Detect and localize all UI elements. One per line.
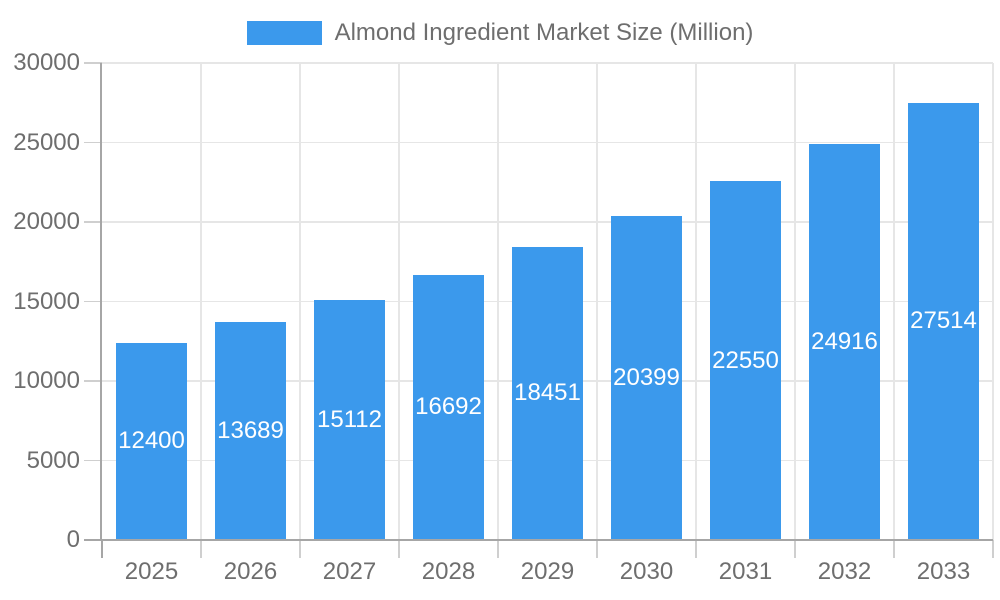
bar[interactable]: [413, 274, 484, 540]
gridline-vertical: [398, 63, 400, 540]
x-tick-label: 2032: [817, 558, 872, 585]
bar-value-label: 16692: [415, 393, 482, 421]
gridline-horizontal: [102, 221, 993, 223]
bar-value-label: 12400: [118, 427, 185, 455]
x-tick-label: 2033: [916, 558, 971, 585]
y-tick-label: 30000: [13, 49, 80, 76]
gridline-horizontal: [102, 62, 993, 64]
gridline-vertical: [200, 63, 202, 540]
bar-value-label: 20399: [613, 363, 680, 391]
y-tick-label: 20000: [13, 208, 80, 235]
x-axis-tick: [992, 540, 994, 558]
x-axis-tick: [596, 540, 598, 558]
x-axis-tick: [101, 540, 103, 558]
bar-value-label: 22550: [712, 346, 779, 374]
x-axis-tick: [200, 540, 202, 558]
legend-swatch: [246, 21, 322, 45]
x-axis-tick: [893, 540, 895, 558]
bar[interactable]: [314, 299, 385, 540]
x-tick-label: 2026: [223, 558, 278, 585]
bar[interactable]: [116, 342, 187, 540]
x-axis-tick: [794, 540, 796, 558]
gridline-vertical: [497, 63, 499, 540]
y-tick-label: 0: [66, 526, 80, 553]
y-axis-tick: [84, 221, 102, 223]
gridline-vertical: [695, 63, 697, 540]
bar-value-label: 13689: [217, 417, 284, 445]
gridline-vertical: [893, 63, 895, 540]
bar[interactable]: [611, 215, 682, 540]
bar-value-label: 24916: [811, 327, 878, 355]
bar[interactable]: [215, 322, 286, 540]
x-tick-label: 2027: [322, 558, 377, 585]
x-axis-tick: [398, 540, 400, 558]
gridline-horizontal: [102, 141, 993, 144]
gridline-vertical: [992, 63, 994, 540]
x-axis-line: [100, 539, 993, 541]
x-axis-tick: [497, 540, 499, 558]
legend[interactable]: Almond Ingredient Market Size (Million): [0, 18, 1000, 48]
y-tick-label: 10000: [13, 367, 80, 394]
x-tick-label: 2029: [520, 558, 575, 585]
x-axis-tick: [695, 540, 697, 558]
bar[interactable]: [512, 246, 583, 540]
y-axis-line: [100, 63, 102, 540]
bar[interactable]: [908, 102, 979, 540]
bar-value-label: 27514: [910, 307, 977, 335]
gridline-vertical: [299, 63, 301, 540]
y-axis-tick: [84, 300, 102, 303]
y-axis-tick: [84, 62, 102, 64]
y-axis-tick: [84, 380, 102, 382]
y-axis-tick: [84, 459, 102, 462]
gridline-vertical: [596, 63, 598, 540]
x-tick-label: 2025: [124, 558, 179, 585]
x-tick-label: 2031: [718, 558, 773, 585]
bar[interactable]: [710, 181, 781, 540]
y-axis-tick: [84, 539, 102, 541]
x-tick-label: 2030: [619, 558, 674, 585]
gridline-vertical: [794, 63, 796, 540]
bar-value-label: 15112: [317, 405, 382, 433]
y-axis-tick: [84, 141, 102, 144]
y-tick-label: 25000: [13, 128, 80, 156]
legend-label: Almond Ingredient Market Size (Million): [334, 19, 754, 46]
bar[interactable]: [809, 143, 880, 540]
y-tick-label: 5000: [26, 446, 80, 474]
x-axis-tick: [299, 540, 301, 558]
x-tick-label: 2028: [421, 558, 476, 585]
bar-value-label: 18451: [514, 379, 581, 407]
y-tick-label: 15000: [13, 287, 80, 315]
